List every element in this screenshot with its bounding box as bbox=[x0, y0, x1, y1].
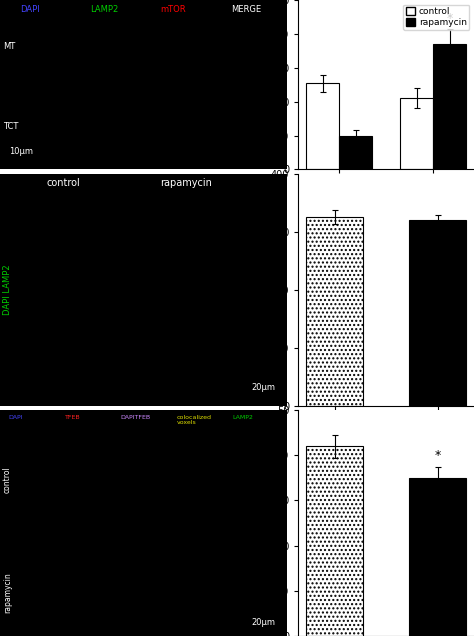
Text: A: A bbox=[3, 5, 15, 20]
Bar bbox=[433, 44, 466, 169]
Text: mTOR: mTOR bbox=[161, 5, 186, 14]
Text: colocalized
voxels: colocalized voxels bbox=[176, 415, 211, 425]
Bar bbox=[410, 478, 466, 636]
Text: MERGE: MERGE bbox=[231, 5, 261, 14]
Text: *: * bbox=[353, 149, 359, 162]
Y-axis label: total lysosomes/cell: total lysosomes/cell bbox=[258, 242, 268, 338]
Text: TCT: TCT bbox=[3, 122, 18, 131]
Text: C: C bbox=[3, 178, 14, 193]
Text: rapamycin: rapamycin bbox=[3, 573, 12, 614]
Text: control: control bbox=[46, 178, 80, 188]
Bar bbox=[400, 99, 433, 169]
Text: 20μm: 20μm bbox=[251, 618, 275, 627]
Text: *: * bbox=[435, 449, 441, 462]
Text: 10μm: 10μm bbox=[9, 147, 33, 156]
Text: *: * bbox=[447, 13, 453, 25]
Text: TFEB: TFEB bbox=[64, 415, 80, 420]
Text: DAPI: DAPI bbox=[9, 415, 23, 420]
Text: LAMP2: LAMP2 bbox=[232, 415, 253, 420]
Bar bbox=[410, 220, 466, 406]
Y-axis label: parasites/100 cells: parasites/100 cells bbox=[264, 39, 274, 130]
Text: LAMP2: LAMP2 bbox=[91, 5, 118, 14]
Legend: control, rapamycin: control, rapamycin bbox=[403, 4, 469, 30]
Text: D: D bbox=[3, 415, 16, 429]
Text: 20μm: 20μm bbox=[251, 383, 275, 392]
Text: control: control bbox=[3, 467, 12, 494]
Text: DAPI LAMP2: DAPI LAMP2 bbox=[3, 265, 12, 315]
Text: DAPI: DAPI bbox=[20, 5, 40, 14]
Bar bbox=[306, 446, 363, 636]
Text: rapamycin: rapamycin bbox=[160, 178, 212, 188]
Bar bbox=[306, 83, 339, 169]
Text: DAPITFEB: DAPITFEB bbox=[120, 415, 151, 420]
Bar bbox=[339, 135, 372, 169]
Text: MT: MT bbox=[3, 43, 15, 52]
Y-axis label: colocalized voxels/cell
(1x10³): colocalized voxels/cell (1x10³) bbox=[253, 469, 274, 577]
Bar bbox=[306, 217, 363, 406]
